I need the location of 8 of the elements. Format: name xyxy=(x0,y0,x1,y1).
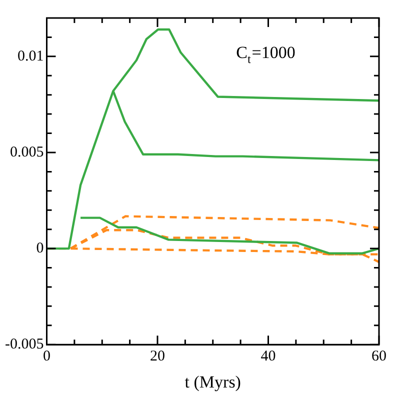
x-tick-label: 40 xyxy=(260,348,276,365)
y-tick-label: 0.01 xyxy=(17,48,44,64)
y-tick-label: 0 xyxy=(36,240,44,256)
y-tick-label: -0.005 xyxy=(4,336,44,353)
x-tick-label: 20 xyxy=(150,348,165,365)
y-tick-label: 0.005 xyxy=(10,144,44,160)
x-axis-title: t (Myrs) xyxy=(184,372,241,392)
x-tick-label: 60 xyxy=(372,348,386,365)
